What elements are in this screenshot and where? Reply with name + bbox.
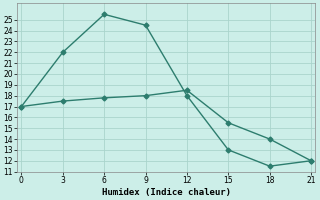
X-axis label: Humidex (Indice chaleur): Humidex (Indice chaleur) [102,188,231,197]
